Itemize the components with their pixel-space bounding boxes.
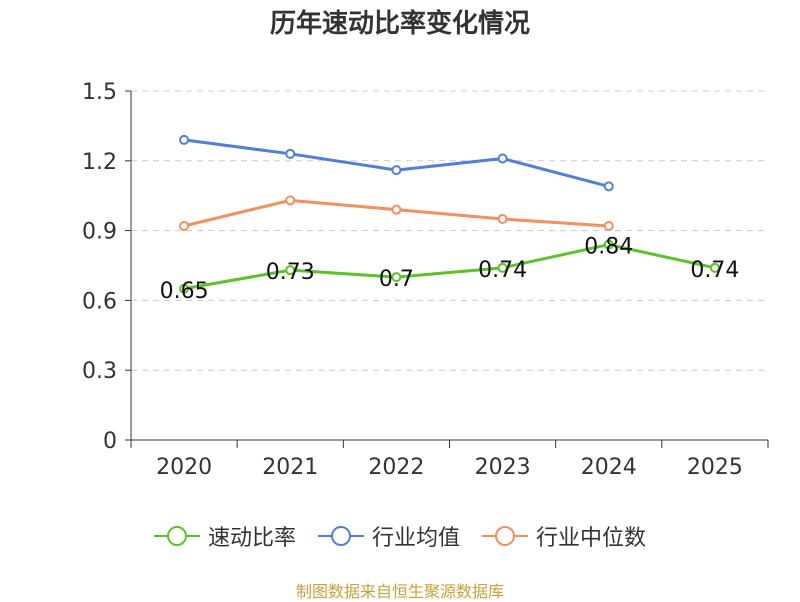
- legend-label: 行业均值: [371, 526, 460, 551]
- data-point: [285, 148, 296, 159]
- data-point: [179, 220, 190, 231]
- y-tick-label: 1.2: [82, 150, 117, 175]
- data-point: [391, 165, 402, 176]
- legend-label: 速动比率: [207, 526, 296, 551]
- y-tick-label: 0.9: [82, 220, 117, 245]
- legend-marker-icon: [153, 526, 200, 546]
- data-point: [709, 262, 720, 273]
- x-tick-label: 2025: [687, 455, 743, 480]
- data-label: 0.73: [266, 260, 315, 285]
- data-label: 0.7: [379, 267, 414, 292]
- x-tick-label: 2020: [156, 455, 212, 480]
- chart-title: 历年速动比率变化情况: [269, 9, 530, 39]
- x-tick-label: 2024: [581, 455, 637, 480]
- data-point: [285, 195, 296, 206]
- data-label: 0.84: [584, 235, 633, 260]
- y-tick-label: 0: [103, 429, 117, 454]
- data-point: [285, 265, 296, 276]
- legend-marker-icon: [317, 526, 364, 546]
- data-point: [603, 220, 614, 231]
- x-tick-label: 2021: [262, 455, 318, 480]
- data-point: [497, 262, 508, 273]
- data-source-note: 制图数据来自恒生聚源数据库: [295, 582, 504, 601]
- legend: 速动比率 行业均值 行业中位数: [0, 520, 800, 552]
- data-label: 0.74: [690, 258, 739, 283]
- data-point: [391, 204, 402, 215]
- data-point: [391, 272, 402, 283]
- legend-label: 行业中位数: [536, 526, 647, 551]
- y-tick-label: 0.6: [82, 289, 117, 314]
- legend-marker-icon: [482, 526, 528, 546]
- legend-item-industry-mean[interactable]: 行业均值: [317, 520, 460, 552]
- y-tick-label: 0.3: [82, 359, 117, 384]
- data-label: 0.74: [478, 258, 527, 283]
- data-point: [497, 213, 508, 224]
- legend-item-quick-ratio[interactable]: 速动比率: [153, 520, 296, 552]
- data-point: [179, 283, 190, 294]
- data-point: [497, 153, 508, 164]
- legend-item-industry-median[interactable]: 行业中位数: [482, 520, 646, 552]
- series-line: [183, 243, 716, 291]
- x-tick-label: 2022: [368, 455, 424, 480]
- x-tick-label: 2023: [475, 455, 531, 480]
- series-line: [183, 138, 610, 188]
- y-tick-label: 1.5: [82, 80, 117, 105]
- data-point: [603, 239, 614, 250]
- data-label: 0.65: [160, 279, 209, 304]
- data-point: [603, 181, 614, 192]
- data-point: [179, 134, 190, 145]
